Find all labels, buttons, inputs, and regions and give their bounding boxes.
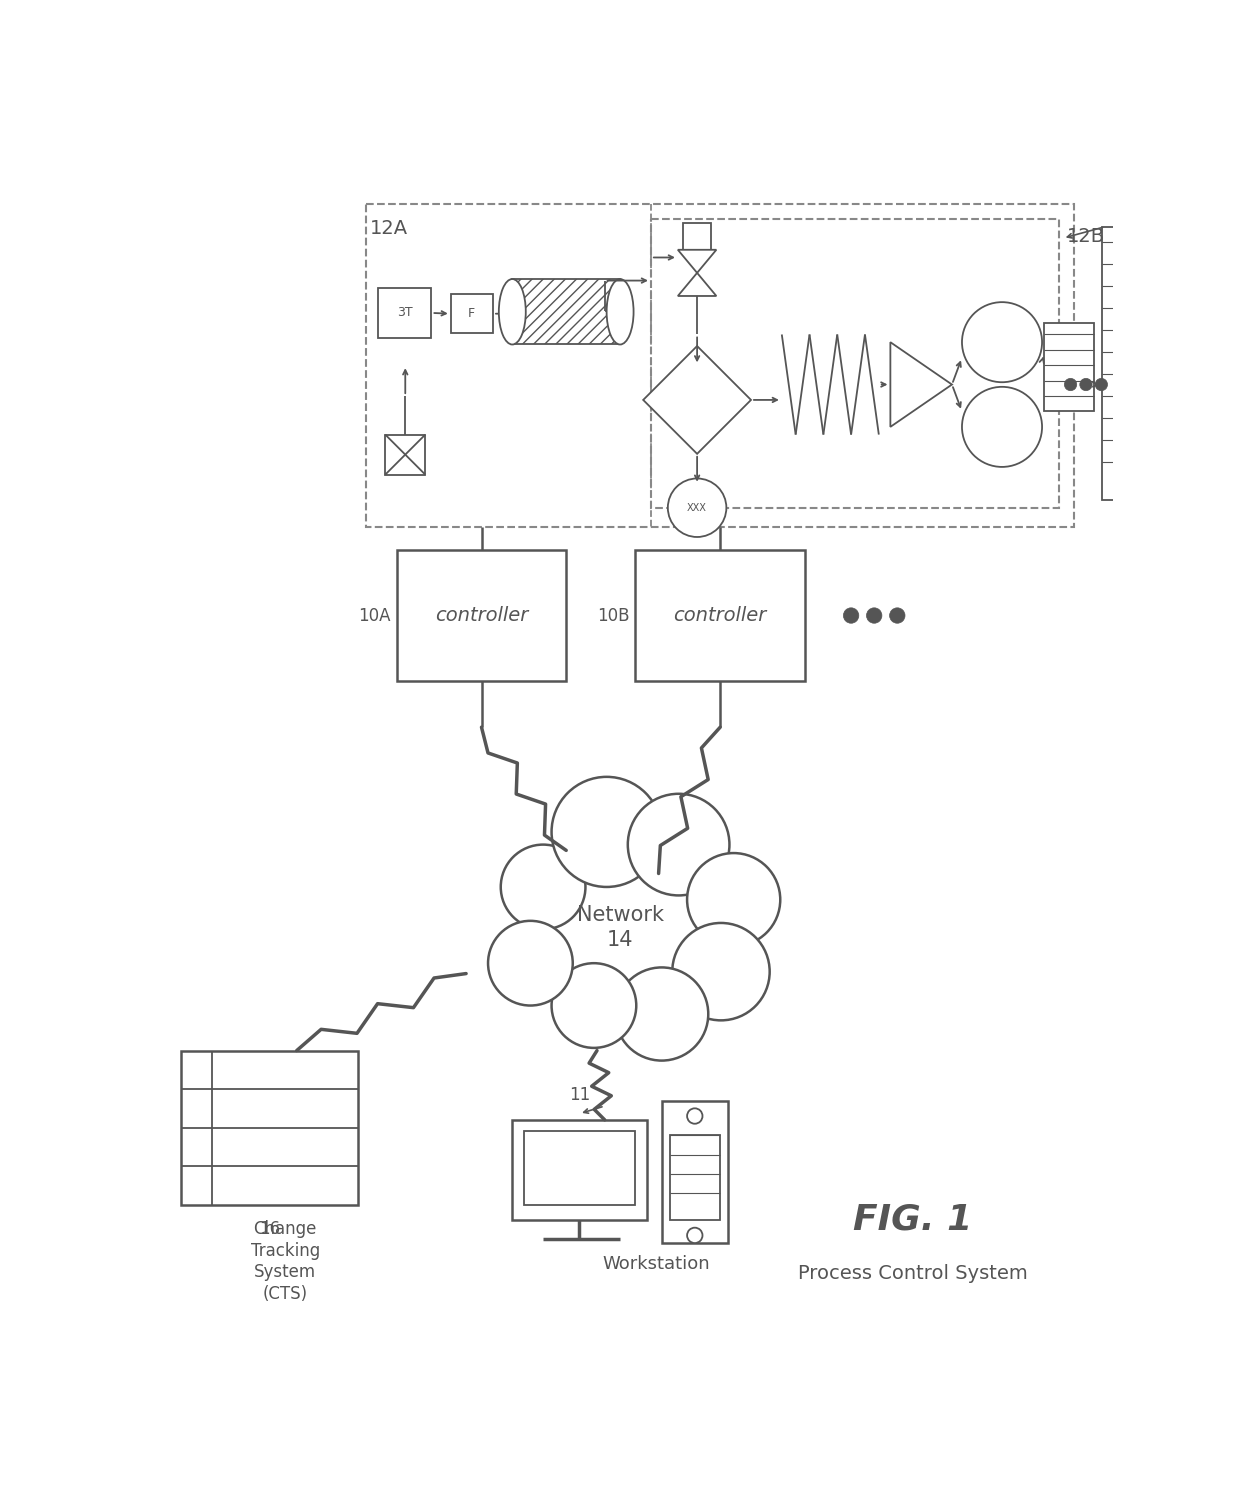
Circle shape [1064,379,1076,391]
Text: System: System [254,1263,316,1281]
Text: Tracking: Tracking [250,1241,320,1259]
Bar [635,550,805,681]
Circle shape [1117,460,1152,493]
Text: Process Control System: Process Control System [797,1265,1028,1283]
Text: 16: 16 [259,1220,280,1238]
Text: Network
14: Network 14 [577,905,663,951]
Polygon shape [678,250,717,272]
Text: 12A: 12A [370,220,408,238]
Text: 12B: 12B [1066,227,1105,245]
Text: controller: controller [435,606,528,626]
Text: FIG. 1: FIG. 1 [853,1203,972,1236]
Circle shape [552,778,662,887]
Bar [523,1131,635,1205]
Text: 11: 11 [569,1086,590,1104]
Circle shape [687,1227,703,1244]
Ellipse shape [606,280,634,344]
Circle shape [687,853,780,946]
Text: (CTS): (CTS) [263,1284,308,1302]
Ellipse shape [498,280,526,344]
Bar [450,295,494,332]
Circle shape [889,608,905,623]
Circle shape [843,608,859,623]
Bar [1102,227,1168,499]
Circle shape [962,387,1042,466]
Bar [1044,323,1095,412]
Bar [651,220,1059,508]
Bar [397,550,567,681]
Text: 10B: 10B [596,606,630,624]
Bar [386,435,425,475]
Text: 10A: 10A [358,606,391,624]
Circle shape [867,608,882,623]
Circle shape [687,1108,703,1123]
Circle shape [1080,379,1092,391]
Text: 3T: 3T [397,307,413,319]
Circle shape [668,478,727,537]
Bar [662,1101,728,1244]
Bar [377,289,432,338]
Polygon shape [890,343,952,427]
Circle shape [627,794,729,895]
Polygon shape [678,272,717,296]
Text: Workstation: Workstation [603,1254,711,1272]
Bar [181,1051,358,1205]
Circle shape [1095,379,1107,391]
Circle shape [615,967,708,1060]
Bar [512,280,620,344]
Bar [512,1120,647,1220]
Bar [366,203,1074,526]
Circle shape [1117,229,1152,263]
Circle shape [552,963,636,1048]
Bar [670,1136,720,1220]
Circle shape [489,920,573,1006]
Circle shape [672,923,770,1020]
Circle shape [501,845,585,929]
Text: F: F [467,307,475,320]
Bar [683,223,711,250]
Circle shape [962,302,1042,382]
Text: Change: Change [253,1220,317,1238]
Text: XXX: XXX [687,502,707,513]
Text: controller: controller [673,606,766,626]
Polygon shape [644,346,751,454]
